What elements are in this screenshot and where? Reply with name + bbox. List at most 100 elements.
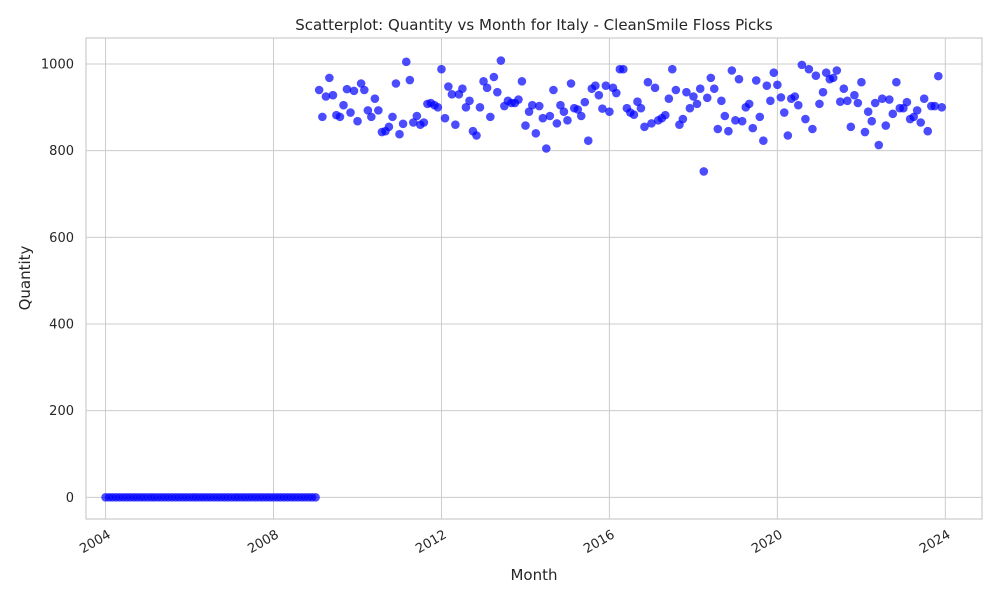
data-point <box>892 77 901 87</box>
data-point <box>619 64 628 74</box>
data-point <box>888 109 898 119</box>
data-point <box>370 94 380 103</box>
y-axis-title: Quantity <box>16 245 34 310</box>
data-point <box>717 96 726 106</box>
data-point <box>671 85 681 95</box>
data-point <box>534 101 544 111</box>
data-point <box>374 106 383 115</box>
data-point <box>766 96 775 106</box>
data-point <box>363 106 373 115</box>
data-point <box>843 96 852 106</box>
data-point <box>720 111 730 121</box>
data-point <box>447 90 457 99</box>
data-point <box>678 114 688 124</box>
data-point <box>475 103 485 112</box>
data-point <box>545 111 555 121</box>
data-point <box>937 103 947 112</box>
data-point <box>773 80 782 90</box>
data-point <box>633 97 642 106</box>
data-point <box>779 108 789 117</box>
data-point <box>731 116 740 125</box>
data-point <box>801 114 810 124</box>
data-point <box>461 103 471 112</box>
x-tick-label: 2008 <box>245 527 281 557</box>
data-point <box>783 131 793 140</box>
data-point <box>353 116 362 126</box>
data-point <box>629 110 639 119</box>
data-point <box>489 72 499 82</box>
data-point <box>391 79 401 88</box>
data-point <box>759 136 768 145</box>
data-point <box>692 99 702 109</box>
data-point <box>549 85 558 95</box>
data-point <box>342 84 352 94</box>
data-point <box>451 120 460 129</box>
data-point <box>321 92 331 101</box>
data-point <box>689 92 698 101</box>
chart-title: Scatterplot: Quantity vs Month for Italy… <box>295 16 773 34</box>
data-point <box>839 84 849 93</box>
x-tick-label: 2024 <box>917 527 953 557</box>
data-point <box>517 77 527 86</box>
data-point <box>412 111 422 121</box>
data-point <box>857 77 866 87</box>
data-point <box>395 129 404 139</box>
data-point <box>583 136 593 145</box>
data-point <box>695 84 705 93</box>
data-point <box>496 56 506 65</box>
data-point <box>356 79 366 88</box>
data-point <box>479 77 488 86</box>
data-point <box>444 82 453 91</box>
data-point <box>853 98 863 108</box>
data-point <box>458 84 467 93</box>
data-point <box>349 86 359 96</box>
data-point <box>601 81 611 90</box>
data-point <box>580 97 590 107</box>
data-point <box>433 103 443 112</box>
data-point <box>804 64 814 74</box>
data-point <box>835 97 845 106</box>
data-point <box>902 97 912 107</box>
data-point <box>598 104 607 113</box>
data-point <box>419 118 429 127</box>
data-point <box>919 94 929 103</box>
data-point <box>398 119 408 129</box>
data-point <box>797 60 807 70</box>
data-point <box>923 126 933 136</box>
y-tick-label: 800 <box>49 144 74 159</box>
data-point <box>559 107 569 116</box>
data-point <box>734 74 744 84</box>
data-point <box>594 90 604 100</box>
data-point <box>751 76 761 85</box>
data-point <box>521 121 530 130</box>
data-point <box>339 100 348 110</box>
data-point <box>828 73 838 83</box>
data-point <box>360 85 369 95</box>
data-point <box>524 107 534 116</box>
data-point <box>514 95 523 104</box>
data-point <box>542 144 551 153</box>
data-point <box>744 99 754 109</box>
data-point <box>769 68 779 77</box>
data-point <box>699 167 709 176</box>
data-point <box>538 113 548 123</box>
data-point <box>930 101 940 111</box>
data-point <box>647 119 656 128</box>
data-point <box>401 57 411 67</box>
data-point <box>314 85 324 95</box>
data-point <box>573 105 583 114</box>
data-point <box>815 99 824 109</box>
data-point <box>405 75 415 85</box>
x-tick-label: 2016 <box>581 527 617 557</box>
data-point <box>863 107 873 116</box>
x-tick-label: 2012 <box>413 527 449 557</box>
data-point <box>640 122 649 132</box>
data-point <box>650 83 660 93</box>
data-point <box>667 64 677 74</box>
x-tick-label: 2020 <box>749 527 785 557</box>
y-tick-label: 0 <box>66 491 74 506</box>
data-point <box>724 126 733 136</box>
x-axis-title: Month <box>510 566 557 584</box>
data-point <box>748 123 758 133</box>
